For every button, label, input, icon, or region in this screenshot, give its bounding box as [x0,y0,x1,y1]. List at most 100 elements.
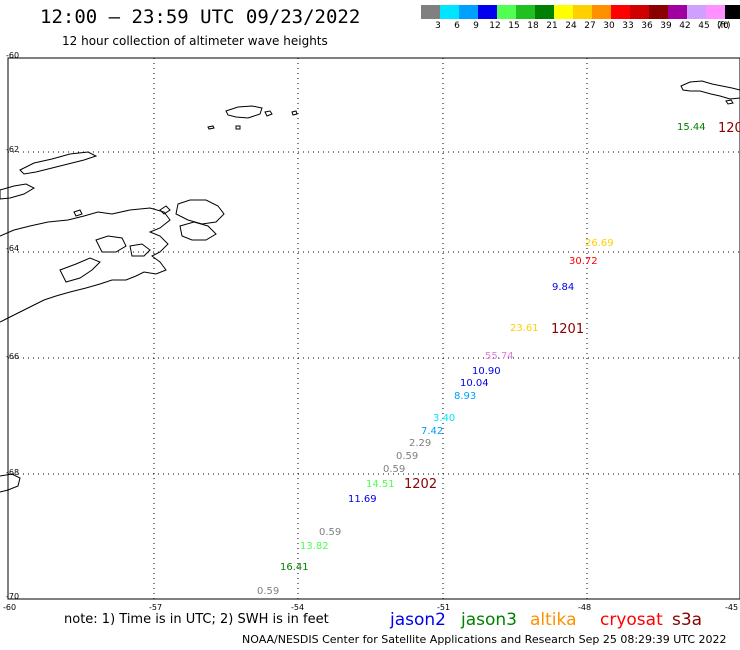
lat-label: -70 [6,592,20,601]
color-scale-swatch [649,5,668,19]
peninsula-east-coast [59,257,101,283]
color-scale-label: 9 [473,21,479,31]
color-scale-swatch [668,5,687,19]
color-scale-label: 3 [435,21,441,31]
color-scale-swatch [687,5,706,19]
color-scale-label: 39 [660,21,672,31]
footer-note: note: 1) Time is in UTC; 2) SWH is in fe… [64,612,329,627]
color-scale-label: 12 [489,21,501,31]
color-scale-swatch [630,5,649,19]
wave-height-label: 3.40 [433,413,456,424]
island-top-center [225,105,263,119]
wave-height-label: 13.82 [300,541,329,552]
lon-label: -54 [291,603,305,612]
joinville-island [175,199,225,225]
track-time-label: 1201 [551,322,585,337]
color-scale-label: 42 [679,21,691,31]
wave-height-label: 0.59 [383,464,406,475]
wave-height-label: 11.69 [348,494,377,505]
footer-credit: NOAA/NESDIS Center for Satellite Applica… [242,633,727,646]
color-scale-label: 30 [603,21,615,31]
color-scale-label: 15 [508,21,520,31]
coast-bottom-left [0,473,21,493]
lon-label: -57 [149,603,163,612]
wave-height-label: 0.59 [257,586,280,597]
legend-jason2: jason2 [390,610,446,630]
lon-label: -60 [3,603,17,612]
color-scale-swatch [440,5,459,19]
wave-height-label: 0.59 [396,451,419,462]
color-scale-swatch [592,5,611,19]
lat-label: -64 [6,244,20,253]
lat-label: -66 [6,352,20,361]
lon-label: -51 [437,603,451,612]
legend-jason3: jason3 [461,610,517,630]
legend-cryosat: cryosat [600,610,663,630]
wave-height-label: 23.61 [510,323,539,334]
wave-height-label: 8.93 [454,391,477,402]
lon-label: -48 [578,603,592,612]
wave-height-label: 16.41 [280,562,309,573]
color-scale-swatch [497,5,516,19]
color-scale-label: 21 [546,21,558,31]
lon-label: -45 [725,603,739,612]
islet-top-center-4 [235,125,241,130]
wave-height-label: 15.44 [677,122,706,133]
dundee-island [179,221,217,241]
page-subtitle: 12 hour collection of altimeter wave hei… [62,34,328,48]
color-scale-swatch [611,5,630,19]
legend-altika: altika [530,610,577,630]
color-scale-swatch [516,5,535,19]
color-scale-label: 36 [641,21,653,31]
islet-top-center-3 [207,125,215,130]
wave-height-label: 55.74 [485,351,514,362]
lat-lon-grid [8,58,740,599]
color-scale-swatch [725,5,740,19]
color-scale-swatch [478,5,497,19]
color-scale-label: 70 [717,21,729,31]
wave-height-label: 10.90 [472,366,501,377]
color-scale-label: 45 [698,21,710,31]
wave-height-label: 30.72 [569,256,598,267]
islet-peninsula-2 [129,243,151,257]
wave-height-label: 0.59 [319,527,342,538]
island-chain-2 [0,183,36,200]
color-scale-label: 27 [584,21,596,31]
color-scale-swatch [554,5,573,19]
islet-top-right [725,99,734,105]
color-scale-swatch [573,5,592,19]
islet-peninsula-4 [159,205,171,215]
color-scale-unit: (ft) [717,21,731,31]
legend-s3a: s3a [672,610,703,630]
lat-label: -62 [6,145,20,154]
island-top-right [680,80,740,100]
color-scale-swatch [535,5,554,19]
map-frame [7,57,740,600]
antarctic-peninsula [0,207,171,323]
track-time-label: 120 [718,121,740,136]
color-scale-label: 18 [527,21,539,31]
islet-peninsula-1 [95,235,127,253]
color-scale-swatch [421,5,440,19]
islet-top-center-2 [291,110,298,116]
wave-height-label: 26.69 [585,238,614,249]
color-scale-swatch [706,5,725,19]
wave-height-label: 2.29 [409,438,432,449]
lat-label: -68 [6,468,20,477]
color-scale-label: 6 [454,21,460,31]
island-chain-1 [19,151,98,175]
coastline [0,80,740,493]
color-scale-swatch [459,5,478,19]
wave-height-label: 14.51 [366,479,395,490]
islet-top-center-1 [264,110,273,117]
wave-height-label: 7.42 [421,426,444,437]
islet-peninsula-3 [73,209,83,217]
track-time-label: 1202 [404,477,438,492]
wave-height-label: 10.04 [460,378,489,389]
color-scale-label: 24 [565,21,577,31]
wave-height-label: 9.84 [552,282,575,293]
lat-label: -60 [6,51,20,60]
color-scale-label: 33 [622,21,634,31]
